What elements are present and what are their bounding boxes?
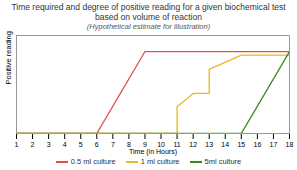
svg-text:5: 5 <box>79 141 83 148</box>
svg-text:14: 14 <box>221 141 229 148</box>
html-text:5ml culture: 5ml culture <box>204 157 242 166</box>
svg-text:15: 15 <box>237 141 245 148</box>
svg-text:16: 16 <box>253 141 261 148</box>
html-text:1 ml culture: 1 ml culture <box>140 157 180 166</box>
svg-text:11: 11 <box>173 141 181 149</box>
svg-text:1: 1 <box>15 141 19 148</box>
svg-text:18: 18 <box>286 141 294 148</box>
svg-text:9: 9 <box>143 141 147 149</box>
svg-text:13: 13 <box>205 141 213 148</box>
html-text:0.5 ml culture: 0.5 ml culture <box>70 157 116 166</box>
svg-text:Positive reading: Positive reading <box>4 31 13 84</box>
svg-text:4: 4 <box>63 141 67 148</box>
svg-text:3: 3 <box>47 141 51 148</box>
svg-text:10: 10 <box>157 141 165 149</box>
svg-text:2: 2 <box>31 141 35 148</box>
svg-text:17: 17 <box>270 141 278 148</box>
svg-text:12: 12 <box>189 141 197 148</box>
svg-text:6: 6 <box>95 141 99 148</box>
html-text:(Hypothetical estimate for ill: (Hypothetical estimate for illustration) <box>86 22 211 31</box>
svg-text:Time (in Hours): Time (in Hours) <box>129 148 177 156</box>
svg-text:8: 8 <box>127 141 131 149</box>
svg-text:7: 7 <box>111 141 115 148</box>
html-text:Time required and degree of po: Time required and degree of positive rea… <box>11 2 286 22</box>
